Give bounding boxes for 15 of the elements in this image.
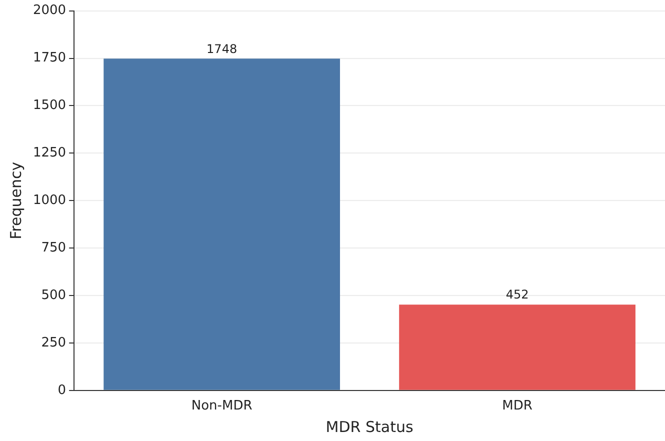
y-tick-label: 2000 [32,3,66,18]
y-tick-label: 0 [58,382,66,398]
y-tick-label: 250 [41,335,66,350]
x-axis-title: MDR Status [326,418,414,436]
y-tick-label: 1000 [32,192,66,208]
y-tick-label: 1750 [32,50,66,66]
y-tick-label: 750 [41,240,66,256]
x-tick-label: MDR [502,398,532,414]
y-tick-label: 1250 [32,146,66,161]
x-tick-label: Non-MDR [191,398,252,414]
y-tick-label: 500 [41,288,66,303]
y-tick-label: 1500 [32,98,66,114]
data-label: 452 [506,288,529,302]
y-axis-title: Frequency [6,162,25,240]
data-label: 1748 [206,42,238,56]
